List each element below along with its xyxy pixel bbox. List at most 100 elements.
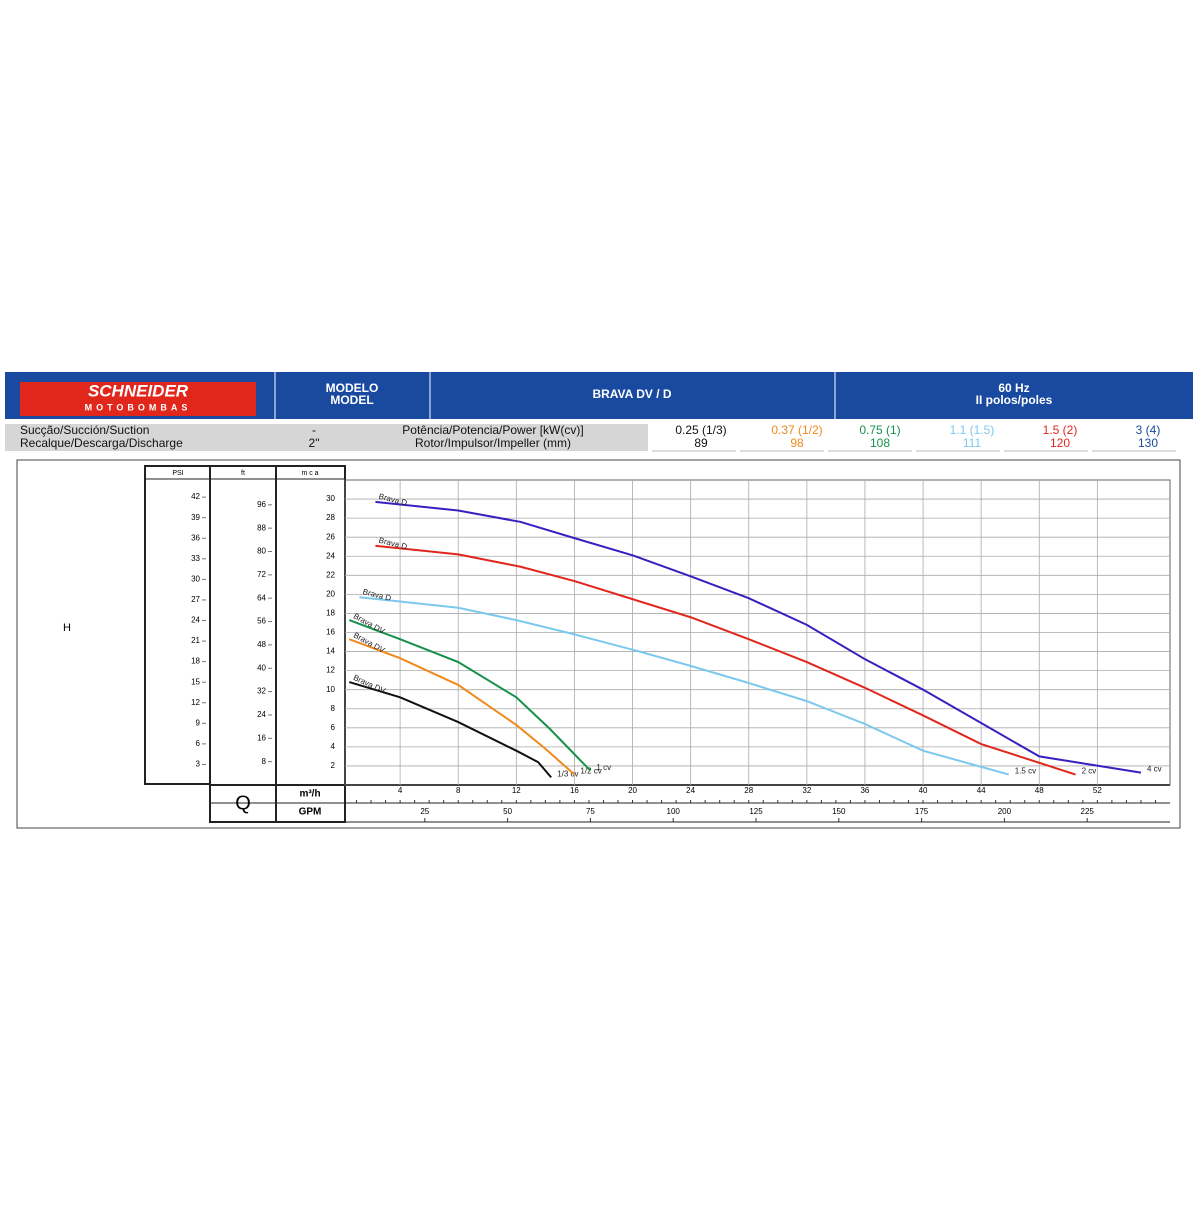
model-label: Brava D (378, 536, 408, 552)
y-tick-label: 24 (326, 551, 335, 560)
table-cell: - (312, 423, 316, 437)
gpm-tick-label: 125 (749, 807, 763, 816)
logo-box (20, 382, 256, 416)
psi_axis-tick-label: 24 (191, 616, 200, 625)
table-cell: 1.1 (1.5) (950, 423, 995, 437)
x-tick-label: 12 (512, 786, 521, 795)
x-tick-label: 4 (398, 786, 403, 795)
ft_axis-tick-label: 48 (257, 640, 266, 649)
model-label: Brava D (378, 492, 408, 508)
table-cell: 108 (870, 436, 890, 450)
table-cell: 1.5 (2) (1043, 423, 1078, 437)
model-label: MODEL (330, 393, 373, 407)
x-tick-label: 8 (456, 786, 461, 795)
gpm-tick-label: 225 (1081, 807, 1095, 816)
x-tick-label: 32 (802, 786, 811, 795)
y-tick-label: 20 (326, 589, 335, 598)
ft_axis-tick-label: 64 (257, 593, 266, 602)
x-unit: m³/h (299, 789, 320, 800)
table-cell: Sucção/Succión/Suction (20, 423, 149, 437)
curve (359, 596, 1010, 776)
x-axis-title: Q (235, 792, 251, 814)
table-cell: Recalque/Descarga/Discharge (20, 436, 183, 450)
x-tick-label: 28 (744, 786, 753, 795)
table-cell: 98 (790, 436, 804, 450)
chart-frame (16, 459, 1181, 829)
y-tick-label: 22 (326, 570, 335, 579)
model-label: MODELO (326, 381, 379, 395)
x-tick-label: 20 (628, 786, 637, 795)
gpm-tick-label: 150 (832, 807, 846, 816)
y-tick-label: 14 (326, 647, 335, 656)
gpm-tick-label: 100 (667, 807, 681, 816)
table-cell: 0.37 (1/2) (771, 423, 822, 437)
y-tick-label: 8 (331, 704, 336, 713)
curve (348, 681, 552, 779)
y-tick-label: 30 (326, 494, 335, 503)
ft_axis-tick-label: 56 (257, 617, 266, 626)
psi_axis-tick-label: 30 (191, 574, 200, 583)
table-cell: 130 (1138, 436, 1158, 450)
psi-column (144, 465, 211, 785)
series-label: 2 cv (1082, 767, 1097, 776)
mca-label: m c a (301, 470, 318, 477)
y-tick-label: 6 (331, 723, 336, 732)
psi_axis-tick-label: 15 (191, 677, 200, 686)
y-tick-label: 28 (326, 513, 335, 522)
ft_axis-tick-label: 32 (257, 687, 266, 696)
y-axis-title: H (63, 622, 71, 634)
x-tick-label: 24 (686, 786, 695, 795)
y-tick-label: 26 (326, 532, 335, 541)
x-tick-label: 44 (977, 786, 986, 795)
series-label: 1 cv (596, 763, 611, 772)
psi_axis-tick-label: 18 (191, 657, 200, 666)
gpm-tick-label: 25 (420, 807, 429, 816)
series-label: 1/2 cv (580, 767, 601, 776)
y-tick-label: 4 (331, 742, 336, 751)
table-cell: 3 (4) (1136, 423, 1161, 437)
y-tick-label: 12 (326, 666, 335, 675)
x-tick-label: 48 (1035, 786, 1044, 795)
table-cell: 120 (1050, 436, 1070, 450)
ft_axis-tick-label: 72 (257, 570, 266, 579)
psi_axis-tick-label: 6 (196, 739, 201, 748)
table-cell: 0.25 (1/3) (675, 423, 726, 437)
psi_axis-tick-label: 3 (196, 760, 201, 769)
ft_axis-tick-label: 80 (257, 547, 266, 556)
table-cell: Potência/Potencia/Power [kW(cv)] (402, 423, 583, 437)
x-tick-label: 40 (919, 786, 928, 795)
curve (375, 544, 1076, 776)
poles: II polos/poles (976, 393, 1053, 407)
ft_axis-tick-label: 88 (257, 523, 266, 532)
psi_axis-tick-label: 27 (191, 595, 200, 604)
x-tick-label: 52 (1093, 786, 1102, 795)
curve (375, 500, 1142, 774)
model: BRAVA DV / D (592, 387, 671, 401)
ft-label: ft (241, 470, 245, 477)
series-label: 1.5 cv (1015, 767, 1036, 776)
x-tick-label: 16 (570, 786, 579, 795)
table-cell: Rotor/Impulsor/Impeller (mm) (415, 436, 571, 450)
y-tick-label: 10 (326, 685, 335, 694)
table-cell: 2" (309, 436, 320, 450)
gpm-tick-label: 175 (915, 807, 929, 816)
psi_axis-tick-label: 21 (191, 636, 200, 645)
logo: SCHNEIDER (88, 381, 189, 400)
gpm-tick-label: 75 (586, 807, 595, 816)
logo-sub: MOTOBOMBAS (85, 402, 192, 412)
table-cell: 89 (694, 436, 708, 450)
gpm-label: GPM (299, 807, 322, 818)
ft_axis-tick-label: 40 (257, 663, 266, 672)
psi_axis-tick-label: 9 (196, 718, 201, 727)
x-tick-label: 36 (860, 786, 869, 795)
model-label: Brava D (362, 587, 392, 603)
series-label: 1/3 cv (557, 769, 578, 778)
y-tick-label: 2 (331, 761, 336, 770)
series-label: 4 cv (1147, 765, 1162, 774)
y-tick-label: 16 (326, 628, 335, 637)
psi_axis-tick-label: 39 (191, 513, 200, 522)
psi_axis-tick-label: 12 (191, 698, 200, 707)
curve (348, 638, 576, 776)
